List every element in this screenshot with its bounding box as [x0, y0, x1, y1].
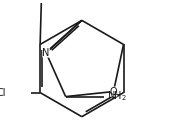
Text: OH: OH — [82, 0, 97, 1]
Text: Cl: Cl — [0, 88, 6, 98]
Text: O: O — [110, 87, 117, 97]
Text: NH$_2$: NH$_2$ — [107, 90, 126, 103]
Text: N: N — [42, 48, 50, 58]
Text: S: S — [38, 0, 45, 1]
Text: O: O — [0, 0, 4, 1]
